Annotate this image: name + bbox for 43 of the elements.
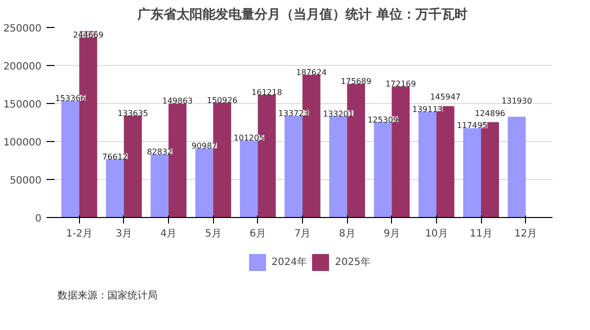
data-label: 82832 xyxy=(146,148,172,157)
data-label: 124896 xyxy=(474,108,506,118)
data-label: 145947 xyxy=(430,92,461,102)
x-tick-label: 7月 xyxy=(294,228,311,240)
chart-title: 广东省太阳能发电量分月（当月值）统计 单位：万千瓦时 xyxy=(136,6,468,22)
data-label: 175689 xyxy=(340,76,372,86)
y-tick-label: 250000 xyxy=(3,24,42,34)
data-label: 244669 xyxy=(72,30,104,40)
data-label: 125309 xyxy=(368,115,398,124)
y-tick-label: 50000 xyxy=(10,176,42,186)
x-tick-label: 4月 xyxy=(160,228,177,240)
x-tick-label: 11月 xyxy=(470,228,492,240)
source-note: 数据来源：国家统计局 xyxy=(58,289,158,302)
y-tick-label: 100000 xyxy=(3,138,42,148)
data-label: 133201 xyxy=(322,109,354,118)
data-label: 172169 xyxy=(385,80,416,89)
x-tick-label: 12月 xyxy=(514,228,538,240)
x-tick-label: 3月 xyxy=(116,228,132,240)
data-label: 101205 xyxy=(234,134,264,143)
x-tick-label: 1-2月 xyxy=(66,228,92,240)
y-tick-label: 200000 xyxy=(3,62,42,72)
x-tick-label: 8月 xyxy=(338,228,356,240)
data-label: 149863 xyxy=(162,96,193,106)
data-label: 139113 xyxy=(412,104,443,114)
legend-label: 2025年 xyxy=(335,256,370,269)
bar xyxy=(508,116,526,218)
data-label: 153366 xyxy=(55,94,86,103)
data-label: 133635 xyxy=(118,108,148,118)
data-label: 133723 xyxy=(278,108,309,118)
data-label: 76612 xyxy=(102,152,128,162)
x-tick-label: 5月 xyxy=(205,228,222,240)
data-label: 187624 xyxy=(296,68,327,77)
data-label: 90987 xyxy=(192,141,218,150)
x-tick-label: 6月 xyxy=(250,228,266,240)
data-label: 161218 xyxy=(252,88,282,97)
x-tick-label: 10月 xyxy=(425,228,448,240)
y-tick-label: 150000 xyxy=(3,100,42,110)
legend-label: 2024年 xyxy=(272,256,307,269)
x-tick-label: 9月 xyxy=(384,228,400,240)
y-tick-label: 0 xyxy=(35,214,42,224)
data-label: 150926 xyxy=(206,96,238,105)
data-label: 117495 xyxy=(456,121,488,130)
data-label: 131930 xyxy=(502,96,532,106)
